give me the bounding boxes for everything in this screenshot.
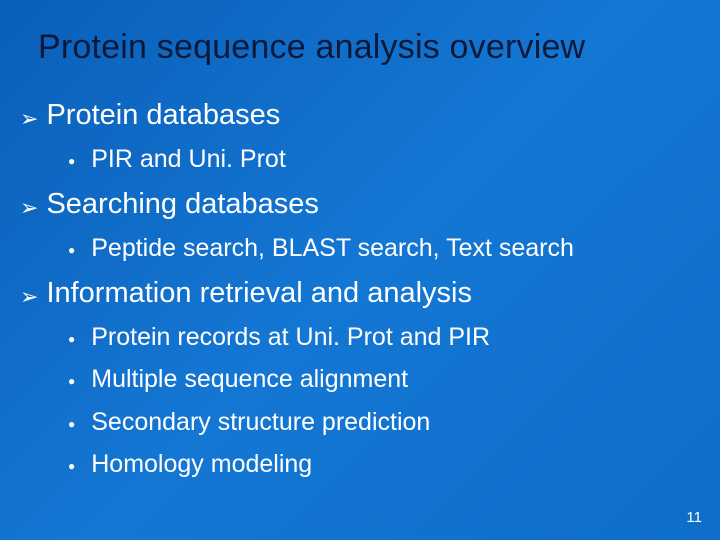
- list-item: ➢ Searching databases: [20, 186, 720, 222]
- dot-bullet-icon: ●: [68, 244, 75, 256]
- sub-list-item: ● Protein records at Uni. Prot and PIR: [68, 321, 720, 354]
- list-item-text: Searching databases: [46, 186, 318, 222]
- sub-list-item-text: PIR and Uni. Prot: [91, 143, 286, 176]
- sub-list-item-text: Secondary structure prediction: [91, 406, 430, 439]
- sub-list-item-text: Multiple sequence alignment: [91, 363, 408, 396]
- page-number: 11: [686, 509, 702, 526]
- slide-title: Protein sequence analysis overview: [0, 28, 720, 67]
- list-item-text: Protein databases: [46, 97, 280, 133]
- list-item: ➢ Protein databases: [20, 97, 720, 133]
- dot-bullet-icon: ●: [68, 418, 75, 430]
- slide: Protein sequence analysis overview ➢ Pro…: [0, 0, 720, 540]
- sub-list-item: ● Secondary structure prediction: [68, 406, 720, 439]
- sub-list-item: ● Peptide search, BLAST search, Text sea…: [68, 232, 720, 265]
- dot-bullet-icon: ●: [68, 155, 75, 167]
- sub-list-item: ● Homology modeling: [68, 448, 720, 481]
- sub-list-item-text: Homology modeling: [91, 448, 312, 481]
- sub-list-item-text: Peptide search, BLAST search, Text searc…: [91, 232, 574, 265]
- sub-list-item: ● PIR and Uni. Prot: [68, 143, 720, 176]
- sub-list-item: ● Multiple sequence alignment: [68, 363, 720, 396]
- arrow-bullet-icon: ➢: [20, 197, 38, 219]
- arrow-bullet-icon: ➢: [20, 286, 38, 308]
- dot-bullet-icon: ●: [68, 333, 75, 345]
- arrow-bullet-icon: ➢: [20, 108, 38, 130]
- slide-content: ➢ Protein databases ● PIR and Uni. Prot …: [0, 67, 720, 481]
- list-item: ➢ Information retrieval and analysis: [20, 275, 720, 311]
- list-item-text: Information retrieval and analysis: [46, 275, 472, 311]
- dot-bullet-icon: ●: [68, 460, 75, 472]
- dot-bullet-icon: ●: [68, 375, 75, 387]
- sub-list-item-text: Protein records at Uni. Prot and PIR: [91, 321, 490, 354]
